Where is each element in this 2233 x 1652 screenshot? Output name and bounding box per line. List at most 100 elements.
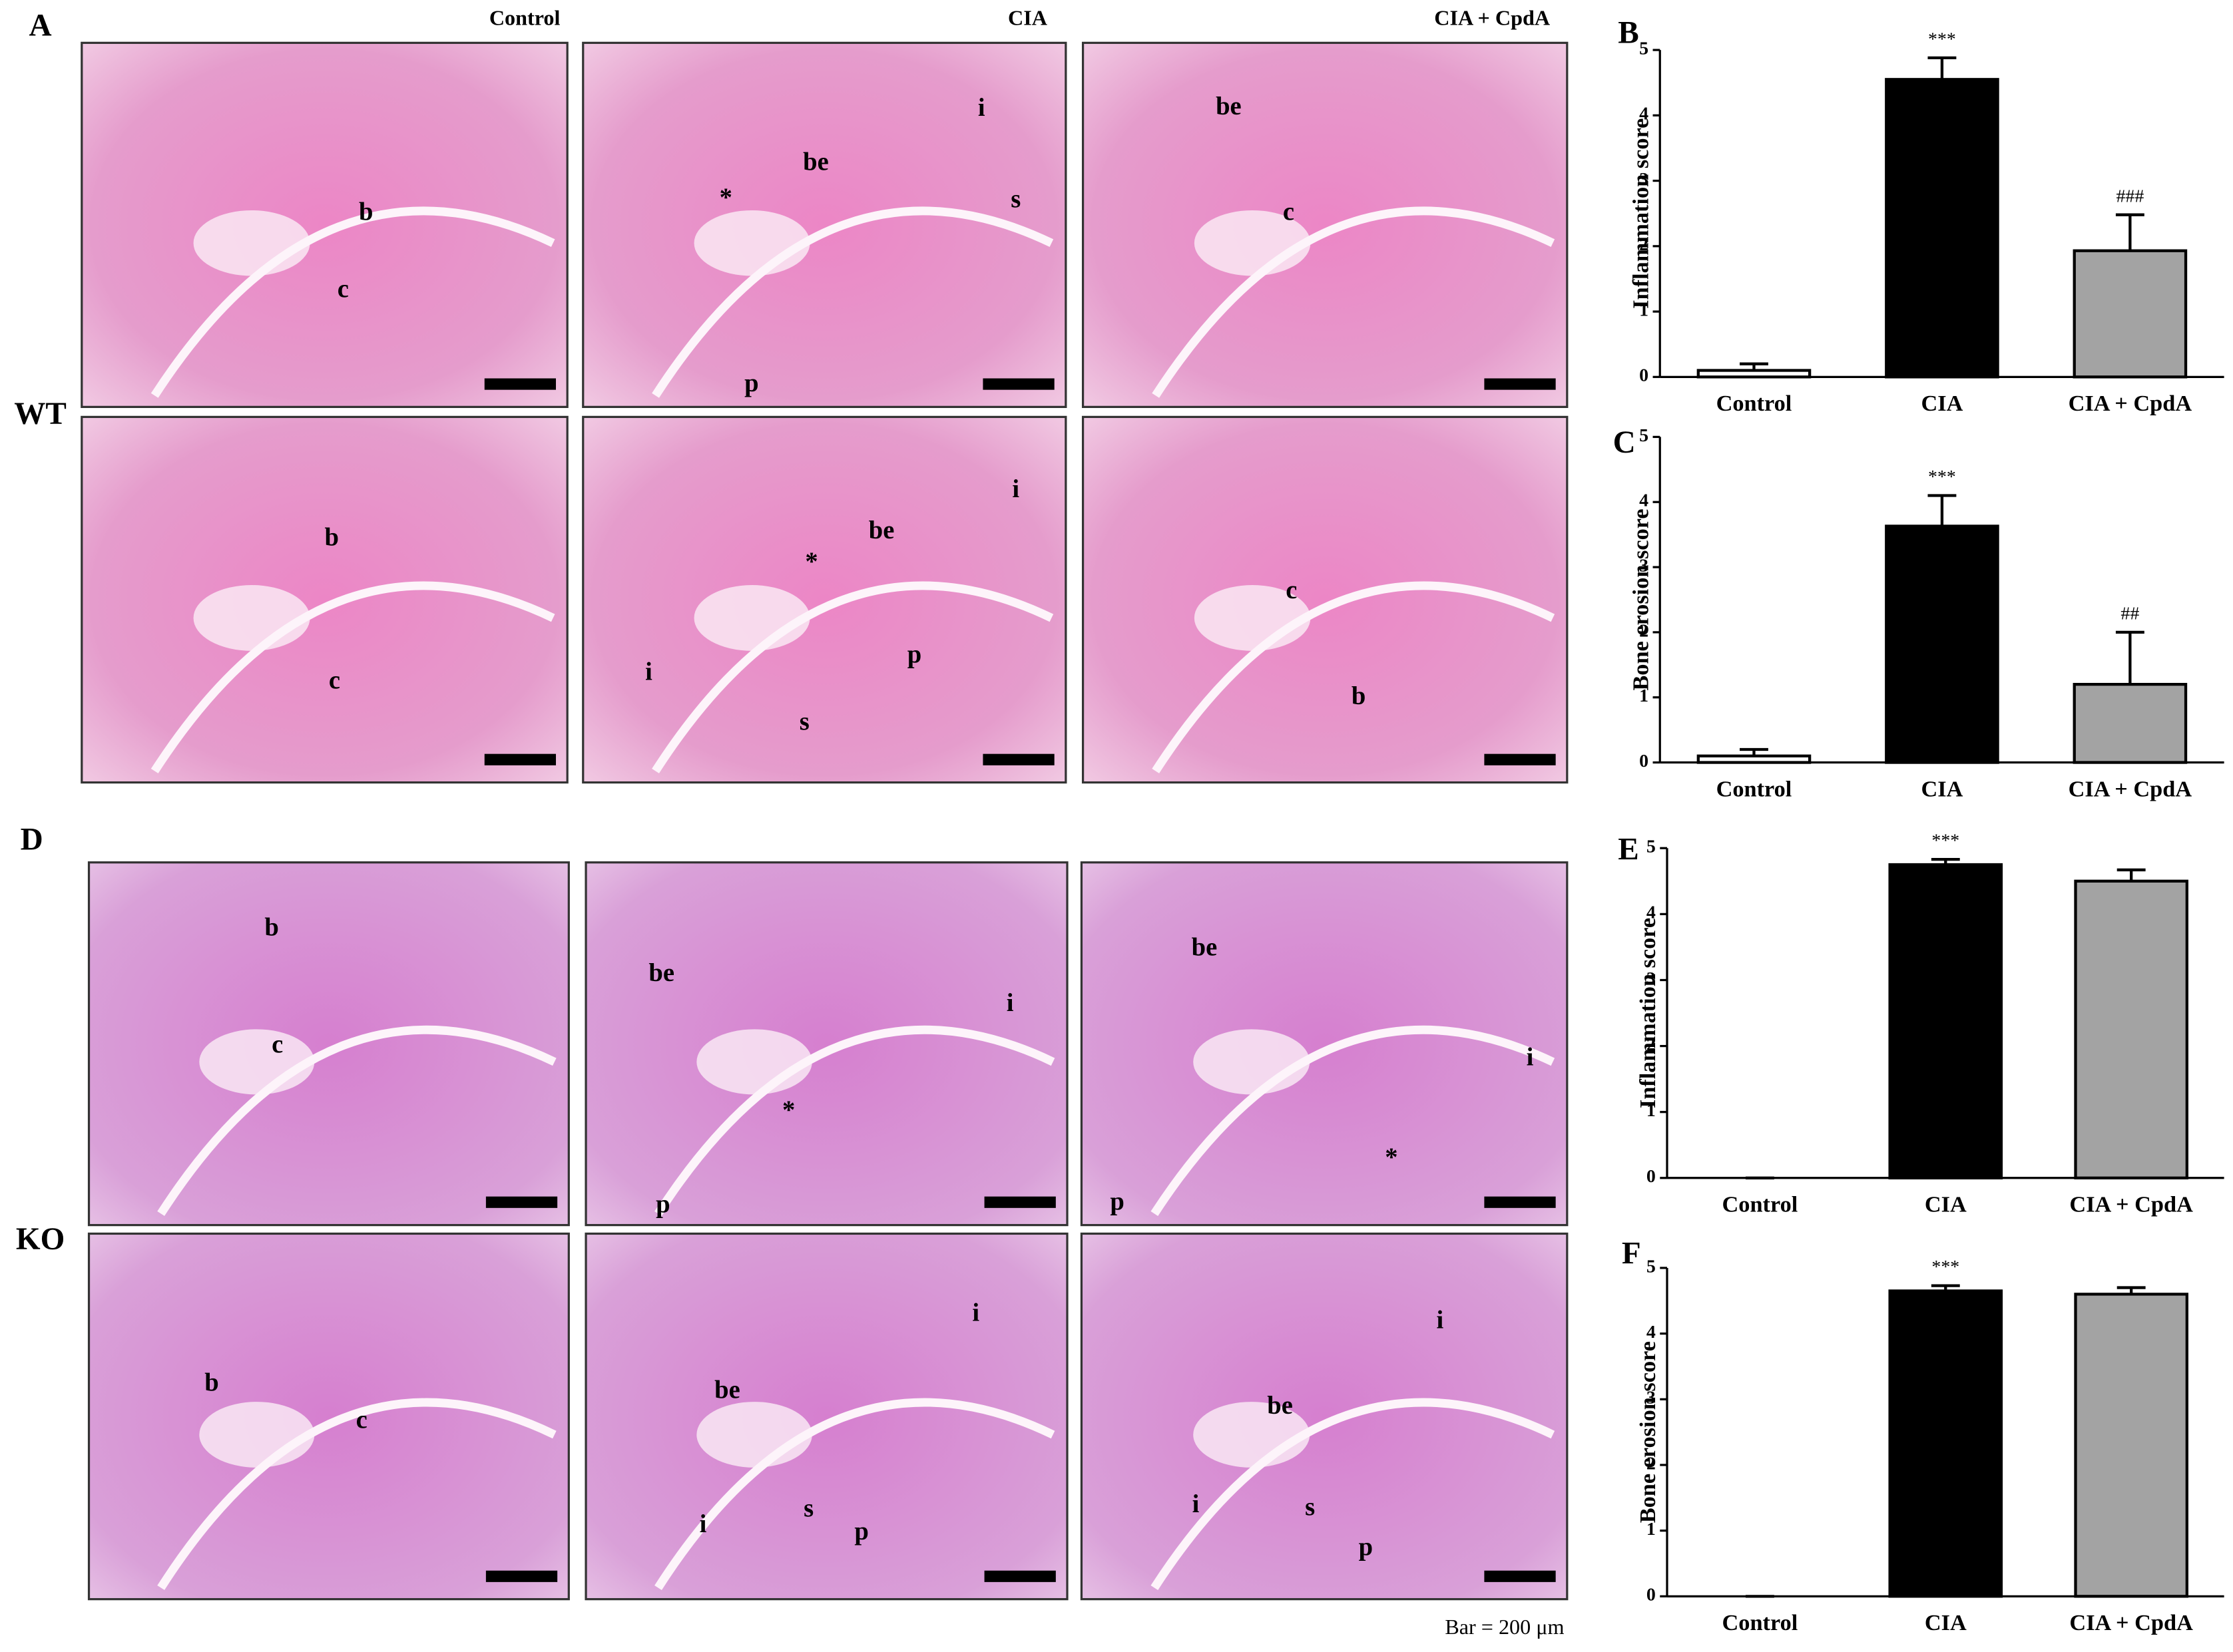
y-axis-label: Inflammation score (1635, 918, 1660, 1108)
column-header: CIA + CpdA (1434, 5, 1550, 29)
y-tick-label: 1 (1646, 1100, 1656, 1121)
histology-image (81, 41, 569, 408)
histology-image (81, 415, 569, 784)
scale-bar (984, 1570, 1056, 1582)
scale-bar (485, 1196, 558, 1208)
y-axis-label: Bone erosion score (1628, 509, 1653, 690)
tissue-label: b (324, 524, 338, 552)
x-tick-label: Control (1716, 391, 1792, 416)
x-tick-label: CIA + CpdA (2069, 1192, 2193, 1217)
y-axis-label: Inflammation score (1628, 118, 1653, 309)
bar (2074, 879, 2188, 1179)
tissue-label: b (204, 1369, 218, 1397)
bar (1885, 524, 1999, 764)
tissue-label: * (720, 184, 732, 212)
y-tick-label: 5 (1639, 38, 1648, 59)
y-tick-label: 1 (1646, 1519, 1656, 1540)
scale-bar (983, 378, 1055, 390)
scale-bar (984, 1196, 1056, 1208)
tissue-label: c (272, 1030, 283, 1058)
column-header: Control (489, 5, 561, 29)
y-tick-label: 3 (1639, 555, 1648, 576)
y-tick-label: 0 (1646, 1585, 1656, 1605)
panel-letter: B (1618, 15, 1638, 50)
tissue-label: c (356, 1406, 368, 1434)
panel-letter: D (21, 822, 43, 857)
joint-space (654, 1398, 1055, 1590)
error-bar (1931, 1284, 1960, 1291)
y-tick-label: 3 (1639, 169, 1648, 190)
tissue-label: b (264, 913, 278, 941)
joint-space (1150, 1398, 1555, 1590)
tissue-label: i (1192, 1490, 1200, 1518)
histology-image (87, 861, 570, 1227)
tissue-label: i (978, 94, 985, 122)
tissue-label: i (1012, 475, 1019, 503)
joint-space (150, 206, 555, 398)
x-tick-label: CIA + CpdA (2069, 391, 2192, 416)
significance-mark: ### (2116, 186, 2144, 206)
tissue-label: s (804, 1494, 814, 1522)
row-label: WT (14, 397, 67, 431)
y-tick-label: 1 (1639, 686, 1648, 706)
scale-bar (1484, 753, 1556, 765)
row-label: KO (16, 1222, 65, 1257)
tissue-label: be (803, 148, 829, 176)
error-bar (1931, 857, 1960, 865)
histology-image (582, 41, 1067, 408)
tissue-label: be (714, 1376, 740, 1404)
tissue-label: be (1192, 933, 1218, 961)
joint-space (1152, 581, 1555, 773)
tissue-space (694, 210, 810, 276)
x-tick-label: Control (1722, 1192, 1798, 1217)
panel-letter: A (29, 9, 52, 43)
error-bar (2115, 630, 2144, 685)
error-bar (1927, 494, 1957, 526)
tissue-space (199, 1402, 315, 1468)
joint-space (652, 206, 1054, 398)
x-tick-label: CIA + CpdA (2069, 776, 2192, 801)
scale-bar (484, 378, 557, 390)
bar (1888, 1289, 2003, 1598)
error-bar (1927, 56, 1957, 80)
error-bar (2116, 1286, 2146, 1295)
y-tick-label: 4 (1639, 491, 1648, 511)
error-bar (2116, 868, 2146, 881)
y-tick-label: 3 (1646, 1388, 1656, 1408)
bar (2073, 249, 2188, 379)
bar (1885, 78, 1999, 379)
significance-mark: *** (1928, 29, 1956, 50)
y-tick-label: 2 (1646, 1034, 1656, 1055)
tissue-space (199, 1029, 315, 1095)
bar (2073, 683, 2188, 764)
tissue-label: s (1011, 185, 1021, 213)
x-tick-label: Control (1716, 776, 1792, 801)
histology-image (1080, 861, 1569, 1227)
y-axis-label: Bone erosion score (1635, 1341, 1660, 1523)
joint-space (150, 581, 555, 773)
tissue-label: c (338, 275, 349, 303)
x-tick-label: Control (1722, 1610, 1798, 1635)
tissue-label: * (805, 548, 818, 576)
tissue-label: p (854, 1518, 868, 1546)
joint-space (1152, 206, 1555, 398)
tissue-label: i (972, 1299, 979, 1327)
x-tick-label: CIA (1925, 1610, 1967, 1635)
joint-space (1150, 1025, 1555, 1216)
tissue-space (1193, 1029, 1310, 1095)
joint-space (157, 1398, 557, 1590)
tissue-label: be (648, 959, 674, 987)
tissue-label: * (782, 1096, 795, 1124)
y-tick-label: 2 (1646, 1453, 1656, 1474)
tissue-label: * (1385, 1143, 1397, 1171)
tissue-space (696, 1402, 812, 1468)
significance-mark: ## (2120, 604, 2139, 624)
tissue-label: p (656, 1191, 670, 1219)
y-tick-label: 4 (1646, 903, 1656, 923)
scale-bar (1484, 1570, 1556, 1582)
tissue-label: p (744, 369, 758, 397)
y-tick-label: 5 (1639, 425, 1648, 446)
tissue-label: i (1007, 989, 1014, 1017)
panel-letter: F (1622, 1237, 1641, 1271)
